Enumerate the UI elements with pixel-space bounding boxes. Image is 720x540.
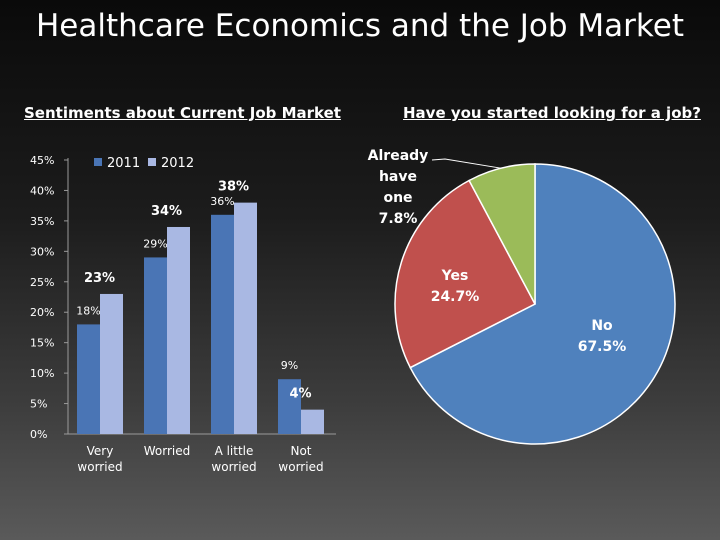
- pie-label-2: Already have one 7.8%: [368, 148, 429, 227]
- data-label-2011-2: 36%: [210, 195, 234, 208]
- pie-leader-line: [431, 158, 502, 169]
- bar-2011-3: [278, 379, 301, 434]
- pie-slice-0: [409, 163, 676, 445]
- pie-label-1: Yes 24.7%: [431, 268, 480, 305]
- x-tick-label: Worried: [144, 444, 191, 458]
- legend-label-2011: 2011: [107, 156, 140, 171]
- data-label-2012-0: 23%: [84, 271, 115, 286]
- data-label-2012-2: 38%: [218, 180, 249, 195]
- y-tick-label: 0%: [30, 428, 47, 441]
- bar-2012-0: [100, 293, 123, 434]
- data-label-2012-1: 34%: [151, 204, 182, 219]
- y-tick-label: 45%: [30, 154, 54, 167]
- y-tick-label: 30%: [30, 245, 54, 258]
- y-tick-label: 25%: [30, 276, 54, 289]
- bar-2011-2: [211, 214, 234, 434]
- pie-slice-2: [468, 163, 536, 305]
- legend-swatch-2011: [94, 158, 102, 166]
- slide-title: Healthcare Economics and the Job Market: [35, 8, 684, 44]
- data-label-2011-3: 9%: [281, 359, 298, 372]
- bar-2012-1: [167, 226, 190, 434]
- x-tick-label: Not worried: [278, 444, 323, 474]
- data-label-2012-3: 4%: [289, 387, 311, 402]
- bar-2012-3: [301, 409, 324, 434]
- y-tick-label: 20%: [30, 306, 54, 319]
- data-label-2011-1: 29%: [143, 237, 167, 250]
- x-tick-label: A little worried: [211, 444, 256, 474]
- y-tick-label: 40%: [30, 184, 54, 197]
- legend-swatch-2012: [148, 158, 156, 166]
- bar-2011-1: [144, 257, 167, 434]
- x-tick-label: Very worried: [77, 444, 122, 474]
- legend-label-2012: 2012: [161, 156, 194, 171]
- pie-label-0: No 67.5%: [578, 318, 627, 355]
- bar-2012-2: [234, 202, 257, 434]
- data-label-2011-0: 18%: [76, 304, 100, 317]
- pie-slice-1: [394, 179, 537, 369]
- y-tick-label: 5%: [30, 398, 47, 411]
- bar-2011-0: [77, 324, 100, 434]
- y-tick-label: 15%: [30, 337, 54, 350]
- pie-chart-title: Have you started looking for a job?: [403, 104, 701, 122]
- y-tick-label: 10%: [30, 367, 54, 380]
- bar-chart-title: Sentiments about Current Job Market: [24, 104, 341, 122]
- y-tick-label: 35%: [30, 215, 54, 228]
